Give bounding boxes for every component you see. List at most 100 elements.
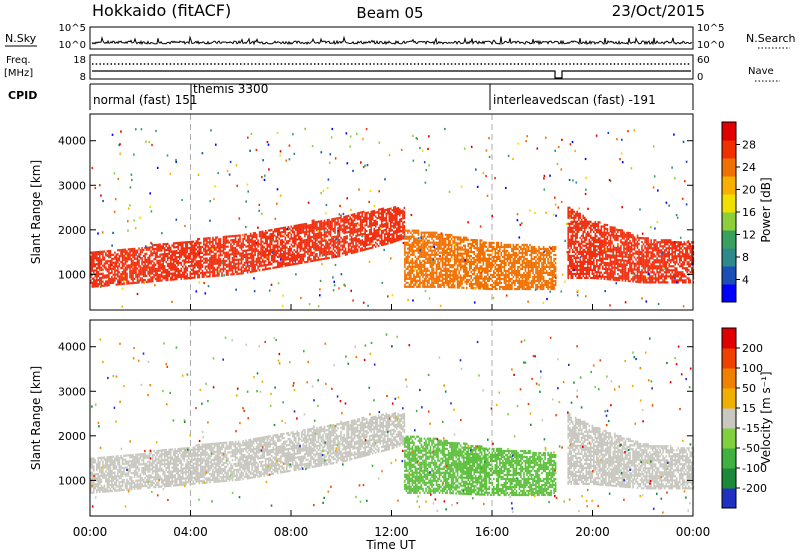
range-cell — [355, 230, 357, 233]
range-cell — [440, 239, 442, 242]
range-cell — [573, 254, 575, 257]
range-cell — [183, 269, 186, 272]
range-cell — [468, 266, 471, 270]
range-cell — [470, 271, 472, 274]
range-cell — [355, 234, 357, 237]
range-cell — [129, 268, 131, 271]
range-cell — [207, 265, 210, 268]
range-cell — [404, 237, 406, 240]
range-cell — [539, 269, 542, 273]
range-cell — [416, 263, 418, 266]
range-cell — [340, 244, 342, 247]
range-cell — [287, 226, 290, 229]
range-cell — [402, 237, 404, 240]
range-cell — [355, 214, 357, 217]
range-cell — [174, 242, 176, 245]
range-cell — [373, 232, 375, 235]
range-cell — [215, 238, 217, 241]
range-cell — [482, 277, 485, 280]
range-cell — [218, 258, 220, 261]
range-cell — [169, 262, 172, 265]
range-cell — [539, 287, 542, 291]
range-cell — [236, 270, 238, 273]
range-cell — [308, 230, 311, 233]
range-cell — [292, 259, 294, 262]
range-cell — [206, 269, 208, 272]
range-cell — [358, 246, 360, 249]
range-cell — [156, 249, 158, 252]
range-cell — [527, 247, 530, 251]
range-cell — [216, 262, 219, 265]
range-cell — [423, 281, 426, 284]
range-cell — [423, 283, 426, 286]
range-cell — [298, 224, 300, 227]
range-cell — [153, 270, 155, 273]
range-cell — [449, 278, 451, 281]
range-cell — [490, 287, 492, 291]
range-cell — [341, 228, 344, 231]
range-cell — [129, 282, 131, 285]
range-cell — [551, 287, 554, 291]
range-cell — [480, 277, 483, 280]
range-cell — [290, 229, 293, 232]
range-cell — [121, 266, 124, 270]
range-cell — [420, 265, 423, 268]
range-cell — [264, 230, 267, 233]
range-cell — [429, 263, 432, 266]
range-cell — [571, 242, 574, 245]
range-cell — [240, 252, 243, 255]
range-cell — [145, 280, 148, 283]
range-cell — [574, 238, 577, 241]
range-cell — [142, 261, 145, 264]
range-cell — [191, 260, 193, 263]
range-cell — [487, 257, 489, 260]
range-cell — [267, 263, 270, 266]
range-cell — [567, 210, 569, 213]
range-cell — [384, 229, 386, 232]
range-cell — [243, 255, 246, 258]
range-cell — [343, 242, 345, 245]
range-cell — [120, 253, 122, 256]
range-cell — [239, 254, 241, 257]
range-cell — [474, 239, 477, 242]
range-cell — [456, 242, 459, 245]
range-cell — [379, 212, 381, 215]
range-cell — [465, 236, 468, 239]
range-cell — [210, 255, 213, 258]
range-cell — [440, 273, 442, 276]
range-cell — [225, 255, 228, 258]
range-cell — [470, 238, 472, 242]
range-cell — [261, 240, 264, 243]
range-cell — [222, 245, 225, 249]
range-cell — [462, 238, 465, 241]
range-cell — [482, 253, 485, 256]
range-cell — [368, 231, 371, 234]
range-cell — [374, 231, 377, 234]
range-cell — [505, 251, 507, 255]
range-cell — [347, 244, 350, 247]
range-cell — [441, 249, 444, 252]
range-cell — [287, 240, 290, 243]
range-cell — [550, 251, 552, 255]
range-cell — [579, 216, 581, 219]
range-cell — [485, 257, 488, 260]
range-cell — [231, 241, 234, 244]
range-cell — [446, 251, 448, 254]
range-cell — [447, 286, 450, 289]
range-cell — [391, 229, 394, 232]
range-cell — [577, 276, 580, 279]
range-cell — [413, 285, 415, 288]
range-cell — [440, 251, 442, 254]
range-cell — [393, 236, 395, 239]
range-cell — [276, 261, 279, 265]
range-cell — [189, 250, 192, 253]
range-cell — [453, 264, 456, 267]
range-cell — [320, 224, 323, 227]
range-cell — [257, 261, 259, 264]
range-cell — [102, 254, 104, 257]
range-cell — [97, 273, 100, 276]
range-cell — [484, 251, 486, 254]
range-cell — [222, 263, 225, 267]
range-cell — [533, 251, 536, 255]
range-cell — [474, 267, 477, 270]
